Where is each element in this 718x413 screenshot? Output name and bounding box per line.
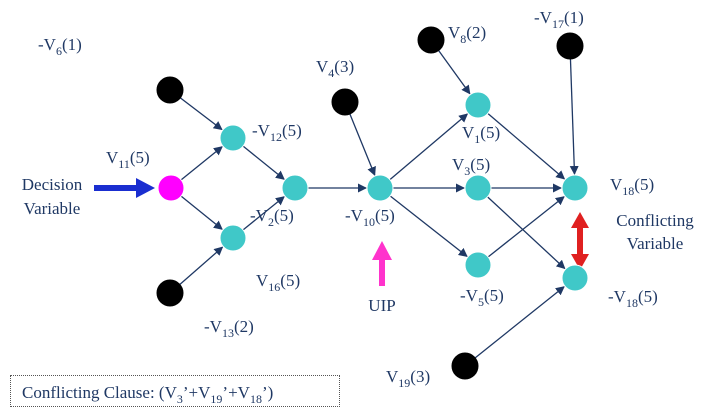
conflict-double-arrow (571, 212, 589, 270)
node-label-nv18: -V18(5) (608, 287, 658, 310)
node-v12 (219, 124, 247, 152)
edges (179, 50, 579, 359)
edge-v11-v16 (180, 195, 223, 230)
node-v3 (464, 174, 492, 202)
edge-v13-v16 (179, 246, 224, 285)
node-label-v19: V19(3) (386, 367, 430, 390)
node-label-v10: -V10(5) (345, 206, 395, 229)
edge-v5-v18 (487, 196, 565, 258)
node-v18 (561, 174, 589, 202)
conflicting-label-line1: Conflicting (616, 211, 694, 230)
edge-v4-v10 (349, 113, 376, 176)
edge-v12-v2 (242, 145, 285, 180)
node-v8 (417, 26, 445, 54)
node-label-v12: -V12(5) (252, 121, 302, 144)
node-label-v6: -V6(1) (38, 35, 82, 58)
node-v19 (451, 352, 479, 380)
edge-v16-v2 (242, 196, 285, 231)
node-v2 (281, 174, 309, 202)
node-labels: -V6(1) -V13(2) V4(3) V8(2) -V17(1) V19(3) V11(… (38, 8, 658, 390)
node-v13 (156, 279, 184, 307)
edge-v8-v1 (438, 50, 471, 95)
node-v17 (556, 32, 584, 60)
node-label-v4: V4(3) (316, 57, 354, 80)
node-v1 (464, 91, 492, 119)
uip-label: UIP (368, 296, 395, 315)
conflicting-clause-box (10, 375, 340, 407)
node-label-v11: V11(5) (106, 148, 150, 171)
node-label-v16: V16(5) (256, 271, 300, 294)
edge-v1-v18 (487, 112, 566, 180)
edge-v10-v1 (389, 113, 469, 181)
edge-v6-v12 (179, 97, 223, 131)
node-v6 (156, 76, 184, 104)
node-v5 (464, 251, 492, 279)
node-nv18 (561, 264, 589, 292)
node-label-v17: -V17(1) (534, 8, 584, 31)
edge-v19-nv18 (474, 286, 565, 359)
node-label-v1: V1(5) (462, 123, 500, 146)
uip-arrow (372, 241, 392, 286)
node-label-v3: V3(5) (452, 155, 490, 178)
decision-label-line2: Variable (24, 199, 81, 218)
node-label-v18: V18(5) (610, 175, 654, 198)
conflicting-clause-text: Conflicting Clause: (V3’+V19’+V18’) (22, 383, 273, 406)
edge-v3-nv18 (487, 196, 566, 270)
edge-v17-v18 (569, 58, 579, 176)
node-label-v2: -V2(5) (250, 206, 294, 229)
edge-v10-v5 (389, 195, 468, 257)
decision-label-line1: Decision (22, 175, 83, 194)
decision-arrow (94, 178, 155, 198)
node-v10 (366, 174, 394, 202)
node-label-v13: -V13(2) (204, 317, 254, 340)
conflicting-label-line2: Variable (627, 234, 684, 253)
node-v11 (157, 174, 185, 202)
node-v16 (219, 224, 247, 252)
edge-v11-v12 (180, 146, 223, 181)
node-label-v5: -V5(5) (460, 286, 504, 309)
nodes (156, 26, 589, 380)
node-label-v8: V8(2) (448, 23, 486, 46)
node-v4 (331, 88, 359, 116)
